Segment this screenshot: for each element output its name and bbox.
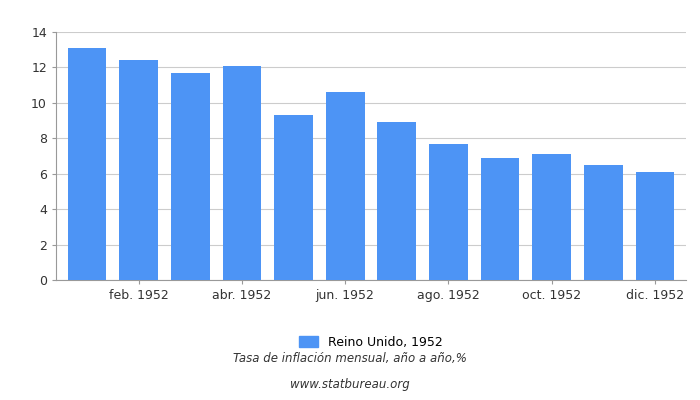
Bar (119, 60, 158, 280)
Bar (377, 122, 416, 280)
Bar (326, 92, 365, 280)
Bar (636, 172, 674, 280)
Bar (68, 48, 106, 280)
Bar (171, 73, 209, 280)
Bar (274, 115, 313, 280)
Bar (533, 154, 571, 280)
Bar (223, 66, 261, 280)
Text: www.statbureau.org: www.statbureau.org (290, 378, 410, 391)
Bar (481, 158, 519, 280)
Bar (584, 165, 623, 280)
Text: Tasa de inflación mensual, año a año,%: Tasa de inflación mensual, año a año,% (233, 352, 467, 365)
Legend: Reino Unido, 1952: Reino Unido, 1952 (294, 331, 448, 354)
Bar (429, 144, 468, 280)
